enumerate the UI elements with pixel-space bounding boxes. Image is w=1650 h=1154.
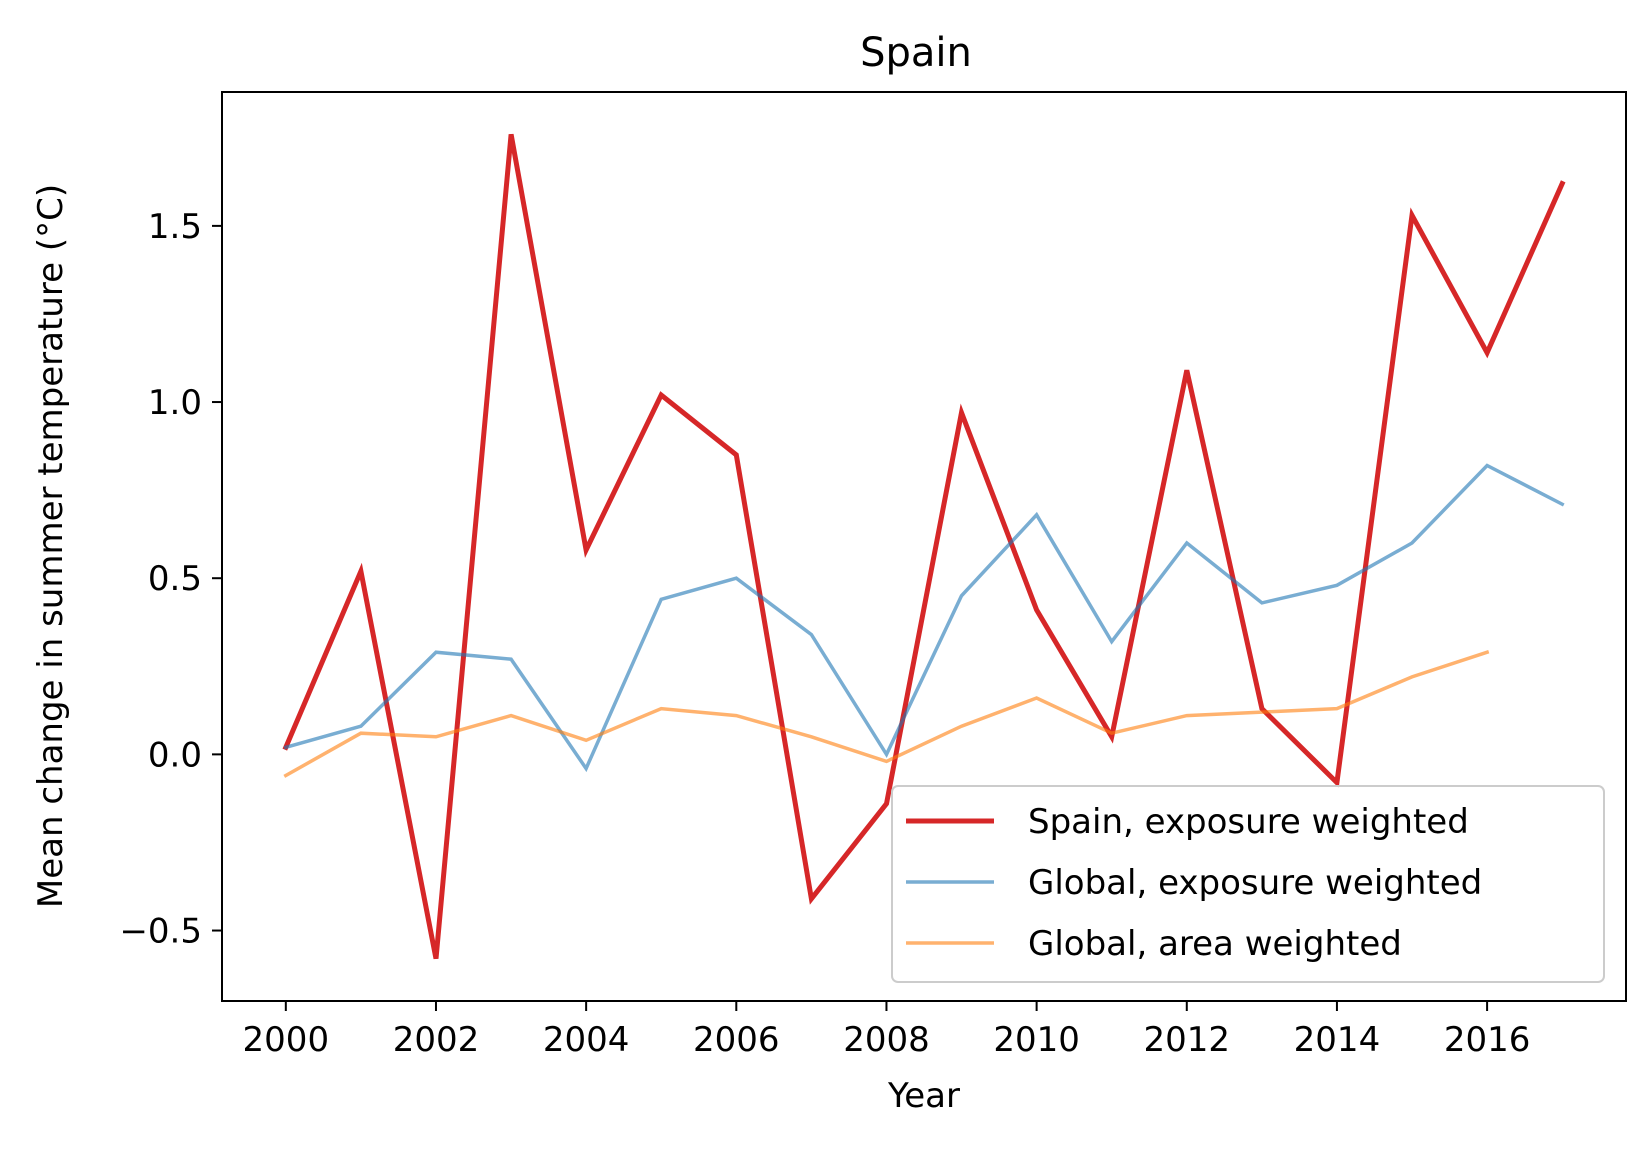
x-tick-label: 2002	[393, 1020, 480, 1060]
series-line-0	[282, 133, 1566, 960]
data-point-0-13	[1261, 708, 1262, 709]
data-point-2-5	[661, 708, 662, 709]
data-point-2-15	[1412, 676, 1413, 677]
series-line-2	[283, 649, 1490, 778]
data-point-1-15	[1412, 543, 1413, 544]
data-point-2-1	[360, 733, 361, 734]
y-tick-label: −0.5	[119, 912, 202, 952]
data-point-0-17	[1562, 183, 1563, 184]
y-tick-label: 1.0	[148, 383, 202, 423]
legend-label-1: Global, exposure weighted	[1028, 863, 1482, 903]
legend: Spain, exposure weighted Global, exposure…	[891, 785, 1605, 983]
data-point-0-14	[1336, 782, 1337, 783]
data-point-0-16	[1487, 352, 1488, 353]
y-axis: −0.5 0.0 0.5 1.0 1.5	[119, 207, 222, 952]
data-point-2-6	[736, 715, 737, 716]
data-point-0-4	[586, 550, 587, 551]
data-point-2-10	[1036, 698, 1037, 699]
data-point-1-5	[661, 599, 662, 600]
x-tick-label: 2016	[1444, 1020, 1531, 1060]
data-point-0-9	[961, 412, 962, 413]
series-line-1	[283, 463, 1565, 773]
data-point-2-12	[1186, 715, 1187, 716]
data-point-0-1	[360, 571, 361, 572]
data-point-0-11	[1111, 736, 1112, 737]
y-tick-label: 1.5	[148, 207, 202, 247]
legend-label-2: Global, area weighted	[1028, 924, 1402, 964]
x-tick-label: 2004	[543, 1020, 630, 1060]
legend-label-0: Spain, exposure weighted	[1028, 802, 1469, 842]
data-point-0-10	[1036, 609, 1037, 610]
data-point-1-2	[436, 652, 437, 653]
series-lines	[282, 133, 1566, 960]
data-point-0-6	[736, 454, 737, 455]
data-point-1-12	[1186, 543, 1187, 544]
data-point-2-2	[436, 736, 437, 737]
data-point-2-13	[1261, 712, 1262, 713]
x-tick-label: 2012	[1144, 1020, 1231, 1060]
data-point-2-14	[1336, 708, 1337, 709]
data-point-2-8	[886, 761, 887, 762]
data-point-2-0	[285, 775, 286, 776]
data-point-0-15	[1412, 215, 1413, 216]
data-point-0-2	[436, 958, 437, 959]
data-point-1-16	[1487, 465, 1488, 466]
data-point-1-3	[511, 659, 512, 660]
data-point-1-6	[736, 578, 737, 579]
y-tick-label: 0.5	[148, 559, 202, 599]
data-point-2-3	[511, 715, 512, 716]
data-point-1-14	[1336, 585, 1337, 586]
x-tick-label: 2006	[693, 1020, 780, 1060]
y-axis-label: Mean change in summer temperature (°C)	[31, 184, 71, 908]
data-point-2-11	[1111, 733, 1112, 734]
data-point-1-1	[360, 726, 361, 727]
plot-frame	[221, 91, 1627, 1002]
x-tick-label: 2010	[993, 1020, 1080, 1060]
data-point-1-13	[1261, 602, 1262, 603]
data-point-0-12	[1186, 370, 1187, 371]
x-tick-label: 2014	[1294, 1020, 1381, 1060]
data-point-1-7	[811, 634, 812, 635]
x-axis-label: Year	[887, 1076, 960, 1116]
legend-box	[891, 785, 1605, 983]
data-point-2-7	[811, 736, 812, 737]
data-point-1-4	[586, 768, 587, 769]
data-point-0-8	[886, 803, 887, 804]
data-point-1-9	[961, 595, 962, 596]
x-axis: 2000 2002 2004 2006 2008 2010 2012 2014 2016	[243, 1001, 1531, 1060]
x-tick-label: 2000	[243, 1020, 330, 1060]
data-point-2-16	[1487, 652, 1488, 653]
data-point-1-0	[285, 747, 286, 748]
data-point-0-5	[661, 395, 662, 396]
data-point-1-8	[886, 754, 887, 755]
x-tick-label: 2008	[843, 1020, 930, 1060]
data-point-0-3	[511, 134, 512, 135]
data-point-0-7	[811, 898, 812, 899]
data-point-2-4	[586, 740, 587, 741]
data-point-1-11	[1111, 641, 1112, 642]
data-point-1-17	[1562, 504, 1563, 505]
y-tick-label: 0.0	[148, 735, 202, 775]
data-point-2-9	[961, 726, 962, 727]
data-point-1-10	[1036, 514, 1037, 515]
chart-title: Spain	[860, 30, 972, 76]
